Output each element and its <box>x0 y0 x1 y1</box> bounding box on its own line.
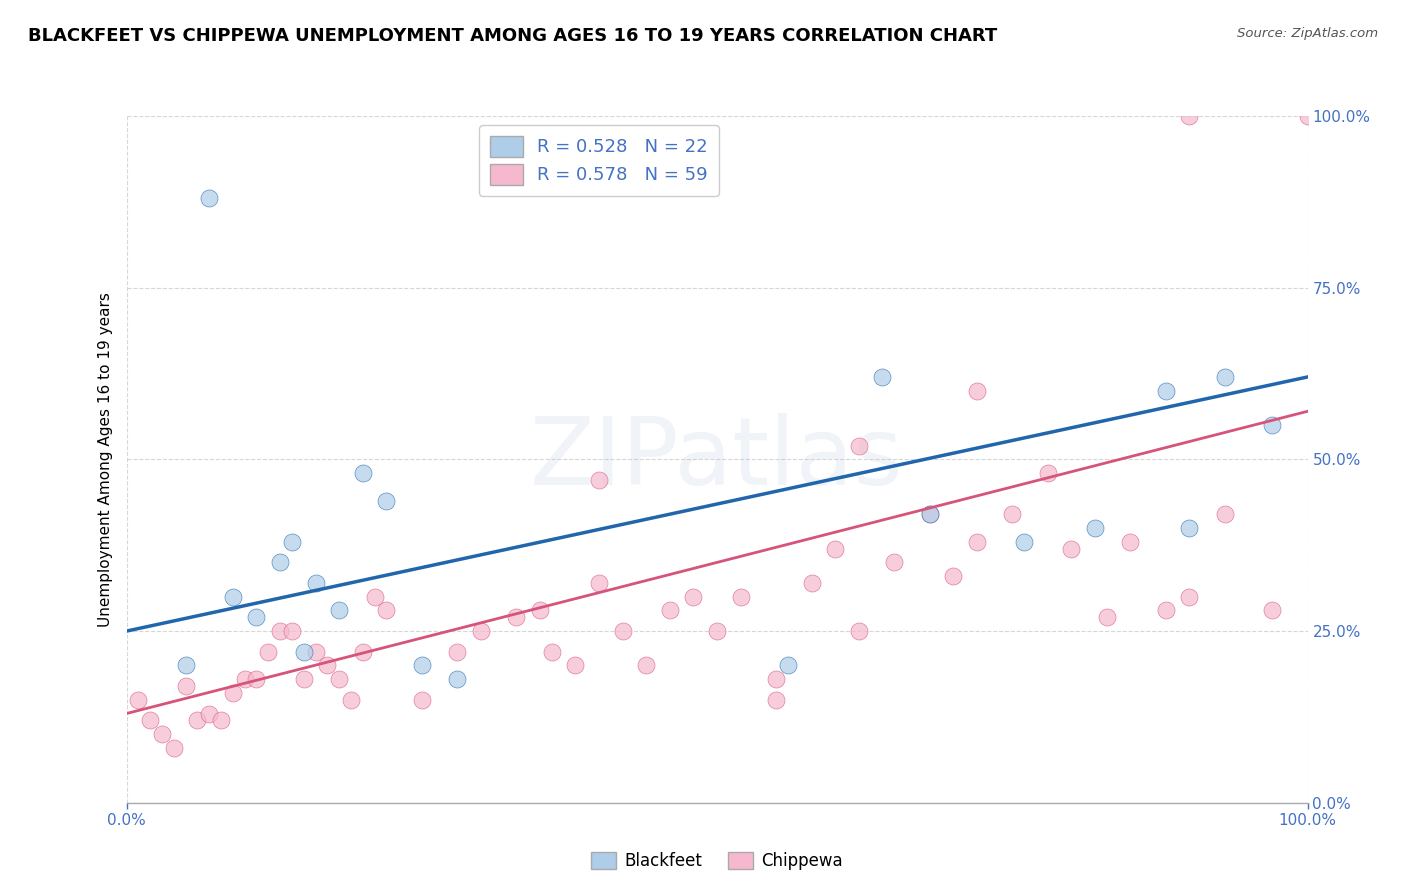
Point <box>1119 534 1142 549</box>
Point <box>304 576 326 591</box>
Point <box>328 672 350 686</box>
Point <box>186 714 208 728</box>
Point <box>1178 590 1201 604</box>
Point <box>222 686 245 700</box>
Point <box>883 555 905 570</box>
Point <box>730 590 752 604</box>
Point <box>1084 521 1107 535</box>
Point <box>174 679 197 693</box>
Point <box>292 672 315 686</box>
Point <box>269 624 291 639</box>
Point <box>316 658 339 673</box>
Point <box>269 555 291 570</box>
Point <box>1261 603 1284 617</box>
Point <box>163 740 186 755</box>
Point <box>352 466 374 480</box>
Point <box>245 610 267 624</box>
Point <box>127 692 149 706</box>
Point <box>245 672 267 686</box>
Point <box>612 624 634 639</box>
Point <box>848 439 870 453</box>
Point <box>375 603 398 617</box>
Point <box>1036 466 1059 480</box>
Point <box>918 508 941 522</box>
Point <box>281 534 304 549</box>
Point <box>446 672 468 686</box>
Point <box>588 576 610 591</box>
Point <box>564 658 586 673</box>
Point <box>776 658 799 673</box>
Point <box>352 645 374 659</box>
Point <box>470 624 492 639</box>
Point <box>363 590 385 604</box>
Point <box>540 645 562 659</box>
Point <box>304 645 326 659</box>
Point <box>375 493 398 508</box>
Point <box>706 624 728 639</box>
Text: Source: ZipAtlas.com: Source: ZipAtlas.com <box>1237 27 1378 40</box>
Point <box>966 534 988 549</box>
Point <box>198 191 221 205</box>
Point <box>328 603 350 617</box>
Point <box>139 714 162 728</box>
Point <box>257 645 280 659</box>
Point <box>765 672 787 686</box>
Point <box>233 672 256 686</box>
Point <box>942 569 965 583</box>
Point <box>1178 109 1201 123</box>
Point <box>1261 417 1284 433</box>
Point <box>1012 534 1035 549</box>
Point <box>682 590 704 604</box>
Point <box>872 370 894 384</box>
Point <box>765 692 787 706</box>
Point <box>292 645 315 659</box>
Point <box>824 541 846 556</box>
Point <box>1095 610 1118 624</box>
Point <box>1154 384 1177 398</box>
Point <box>966 384 988 398</box>
Point <box>1178 521 1201 535</box>
Point <box>918 508 941 522</box>
Text: BLACKFEET VS CHIPPEWA UNEMPLOYMENT AMONG AGES 16 TO 19 YEARS CORRELATION CHART: BLACKFEET VS CHIPPEWA UNEMPLOYMENT AMONG… <box>28 27 997 45</box>
Legend: Blackfeet, Chippewa: Blackfeet, Chippewa <box>585 846 849 877</box>
Point <box>848 624 870 639</box>
Text: ZIPatlas: ZIPatlas <box>530 413 904 506</box>
Point <box>1060 541 1083 556</box>
Point <box>1001 508 1024 522</box>
Point <box>505 610 527 624</box>
Point <box>588 473 610 487</box>
Point <box>198 706 221 721</box>
Point <box>174 658 197 673</box>
Point <box>658 603 681 617</box>
Point <box>1296 109 1319 123</box>
Point <box>411 692 433 706</box>
Point <box>340 692 363 706</box>
Point <box>209 714 232 728</box>
Point <box>411 658 433 673</box>
Y-axis label: Unemployment Among Ages 16 to 19 years: Unemployment Among Ages 16 to 19 years <box>97 292 112 627</box>
Point <box>150 727 173 741</box>
Point <box>222 590 245 604</box>
Point <box>529 603 551 617</box>
Point <box>1213 370 1236 384</box>
Point <box>636 658 658 673</box>
Point <box>281 624 304 639</box>
Point <box>800 576 823 591</box>
Point <box>1154 603 1177 617</box>
Point <box>1213 508 1236 522</box>
Point <box>446 645 468 659</box>
